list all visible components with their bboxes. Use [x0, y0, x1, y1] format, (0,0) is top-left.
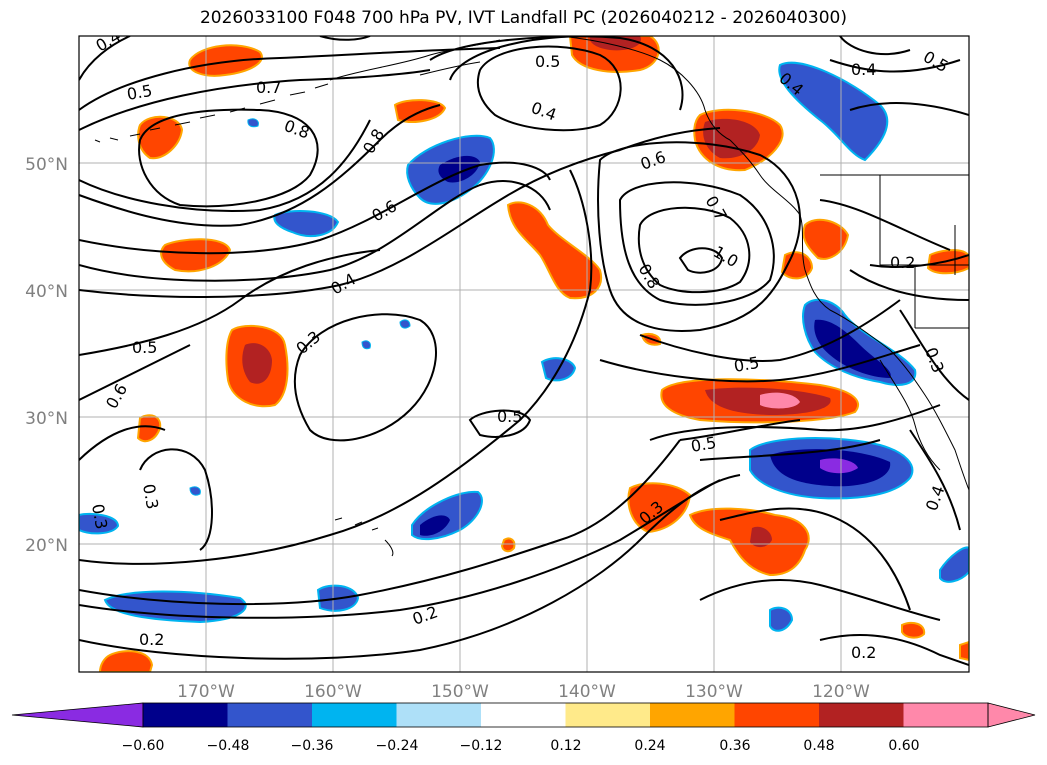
colorbar-segment: [903, 703, 988, 727]
ivt-blob: [802, 298, 917, 386]
contour-label: 0.3: [139, 482, 162, 510]
colorbar-outline: [142, 702, 989, 728]
contour-label: 0.5: [535, 52, 560, 71]
contour-label: 0.2: [851, 643, 876, 662]
ivt-blob: [189, 486, 201, 496]
baja-coast: [879, 359, 941, 471]
coastlines: [94, 36, 969, 557]
ivt-blob-peak: [820, 458, 858, 474]
lon-label: 160°W: [304, 682, 362, 702]
lon-label: 140°W: [558, 682, 616, 702]
contour-label: 0.5: [497, 407, 522, 426]
ivt-blob-core: [242, 343, 272, 384]
ivt-positive-shading: [98, 36, 969, 672]
colorbar-tick: 0.60: [888, 738, 919, 754]
colorbar-segments: [143, 703, 988, 727]
colorbar-tick: −0.36: [291, 738, 334, 754]
ivt-blob: [247, 118, 259, 128]
lon-label: 170°W: [177, 682, 235, 702]
contour-label: 0.5: [132, 338, 157, 357]
ivt-blob: [959, 640, 969, 662]
colorbar-tick: 0.48: [803, 738, 834, 754]
colorbar-segment: [396, 703, 481, 727]
ivt-blob-peak: [760, 392, 800, 409]
aleutian-islands: [94, 83, 329, 143]
colorbar-segment: [734, 703, 819, 727]
hawaii-islands: [334, 517, 394, 557]
ivt-blob-core: [420, 515, 450, 536]
contour-label: 0.4: [851, 60, 876, 79]
contour-label: 0.3: [88, 502, 111, 530]
colorbar-tick: −0.24: [376, 738, 419, 754]
lat-label: 30°N: [25, 409, 68, 429]
latitude-labels: 50°N 40°N 30°N 20°N: [25, 155, 68, 556]
map-plot-area: 0.4 0.5 0.7 0.8 0.8 0.5 0.4 0.6 0.4 0.3 …: [79, 36, 969, 672]
longitude-labels: 170°W 160°W 150°W 140°W 130°W 120°W: [177, 682, 870, 702]
colorbar-segment: [481, 703, 566, 727]
colorbar-tick: −0.12: [460, 738, 503, 754]
north-america-coast: [729, 139, 969, 491]
lat-label: 50°N: [25, 155, 68, 175]
alaska-coast: [329, 36, 731, 141]
ivt-blob: [506, 201, 603, 300]
colorbar: −0.60 −0.48 −0.36 −0.24 −0.12 0.12 0.24 …: [11, 702, 1036, 754]
lon-label: 120°W: [812, 682, 870, 702]
ivt-blob: [627, 482, 692, 534]
ivt-blob: [188, 44, 263, 77]
colorbar-tick: 0.36: [719, 738, 750, 754]
colorbar-tick: −0.48: [207, 738, 250, 754]
contour-label: 0.5: [689, 433, 717, 456]
ivt-blob: [160, 238, 232, 273]
colorbar-segment: [819, 703, 904, 727]
lon-label: 130°W: [685, 682, 743, 702]
colorbar-segment: [650, 703, 735, 727]
ivt-blob: [939, 546, 969, 583]
lat-label: 40°N: [25, 282, 68, 302]
colorbar-extend-low: [11, 702, 144, 728]
lon-label: 150°W: [431, 682, 489, 702]
ivt-blob-core: [814, 319, 891, 378]
colorbar-segment: [227, 703, 312, 727]
ivt-blob-core: [750, 526, 772, 548]
map-title: 2026033100 F048 700 hPa PV, IVT Landfall…: [199, 8, 847, 28]
ivt-blob: [769, 606, 794, 632]
colorbar-tick: −0.60: [122, 738, 165, 754]
contour-label: 0.7: [256, 78, 281, 97]
ivt-blob: [500, 537, 516, 553]
state-borders: [879, 175, 969, 328]
map-frame: [78, 35, 970, 673]
lat-label: 20°N: [25, 536, 68, 556]
ivt-blob: [802, 218, 850, 260]
contour-label: 0.2: [890, 253, 915, 272]
contour-label: 0.5: [732, 353, 760, 376]
colorbar-extend-high: [987, 702, 1036, 728]
contour-label: 0.2: [139, 630, 164, 649]
ivt-blob: [778, 61, 889, 162]
gridlines: [79, 36, 969, 672]
colorbar-segment: [565, 703, 650, 727]
colorbar-ticks: −0.60 −0.48 −0.36 −0.24 −0.12 0.12 0.24 …: [122, 738, 920, 754]
ivt-blob: [273, 210, 340, 238]
contour-label: 0.5: [125, 81, 153, 104]
ivt-blob: [79, 512, 120, 535]
ivt-blob: [399, 319, 411, 329]
colorbar-tick: 0.24: [634, 738, 665, 754]
ivt-blob: [361, 340, 371, 350]
colorbar-segment: [143, 703, 228, 727]
ivt-blob: [901, 621, 926, 639]
colorbar-segment: [312, 703, 397, 727]
ivt-blob: [98, 650, 154, 672]
colorbar-tick: 0.12: [550, 738, 581, 754]
